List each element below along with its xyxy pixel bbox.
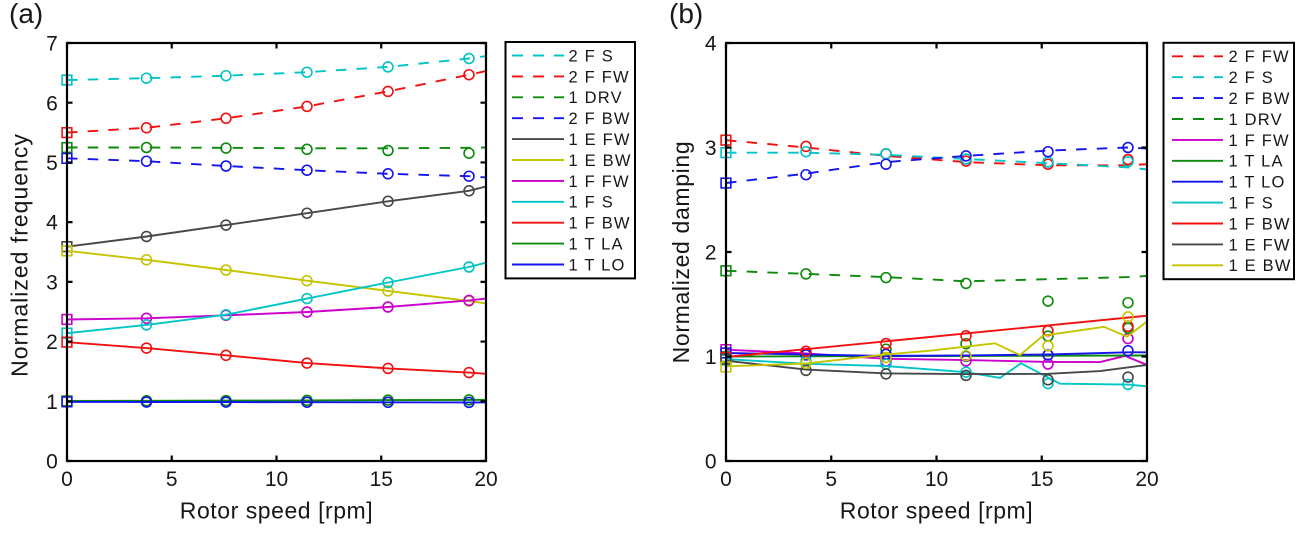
svg-text:Normalized frequency: Normalized frequency [7,133,33,377]
svg-text:1 F BW: 1 F BW [1229,215,1291,233]
svg-text:15: 15 [370,468,393,491]
svg-text:10: 10 [265,468,288,491]
svg-text:1 E BW: 1 E BW [569,152,632,170]
svg-text:2 F S: 2 F S [1229,69,1274,87]
svg-text:4: 4 [705,33,717,56]
svg-text:1 F FW: 1 F FW [1229,132,1290,150]
svg-text:20: 20 [474,468,497,491]
svg-text:1 F S: 1 F S [569,194,614,212]
svg-text:2 F S: 2 F S [569,47,614,65]
svg-text:1: 1 [705,346,717,369]
svg-text:1 T LO: 1 T LO [569,256,626,274]
svg-text:2 F BW: 2 F BW [1229,90,1291,108]
svg-text:0: 0 [61,468,73,491]
svg-text:1 T LO: 1 T LO [1229,174,1286,192]
svg-text:1 E FW: 1 E FW [1229,236,1291,254]
svg-text:(a): (a) [9,0,43,29]
svg-text:(b): (b) [669,0,703,29]
svg-text:4: 4 [46,212,58,235]
svg-text:7: 7 [46,33,58,56]
svg-text:2 F BW: 2 F BW [569,110,631,128]
svg-text:1 F S: 1 F S [1229,195,1274,213]
svg-text:1: 1 [46,391,58,414]
svg-text:3: 3 [46,271,58,294]
svg-text:20: 20 [1135,468,1158,491]
svg-text:10: 10 [925,468,948,491]
svg-text:0: 0 [705,451,717,474]
svg-text:1 DRV: 1 DRV [1229,111,1283,129]
svg-text:5: 5 [825,468,837,491]
svg-text:1 F FW: 1 F FW [569,173,630,191]
svg-text:Rotor speed [rpm]: Rotor speed [rpm] [840,498,1033,524]
svg-text:1 E BW: 1 E BW [1229,257,1292,275]
svg-text:2: 2 [46,331,58,354]
svg-text:2: 2 [705,242,717,265]
svg-text:0: 0 [720,468,732,491]
svg-text:0: 0 [46,451,58,474]
svg-text:2 F FW: 2 F FW [1229,48,1290,66]
svg-text:Normalized damping: Normalized damping [668,141,694,364]
svg-text:1 T LA: 1 T LA [1229,153,1284,171]
svg-text:2 F FW: 2 F FW [569,68,630,86]
svg-text:3: 3 [705,137,717,160]
svg-text:1 T LA: 1 T LA [569,236,624,254]
svg-text:Rotor speed [rpm]: Rotor speed [rpm] [180,498,373,524]
svg-text:1 E FW: 1 E FW [569,131,631,149]
svg-text:5: 5 [46,152,58,175]
svg-text:1 DRV: 1 DRV [569,89,623,107]
svg-text:15: 15 [1030,468,1053,491]
svg-text:5: 5 [166,468,178,491]
svg-text:6: 6 [46,92,58,115]
svg-text:1 F BW: 1 F BW [569,215,631,233]
